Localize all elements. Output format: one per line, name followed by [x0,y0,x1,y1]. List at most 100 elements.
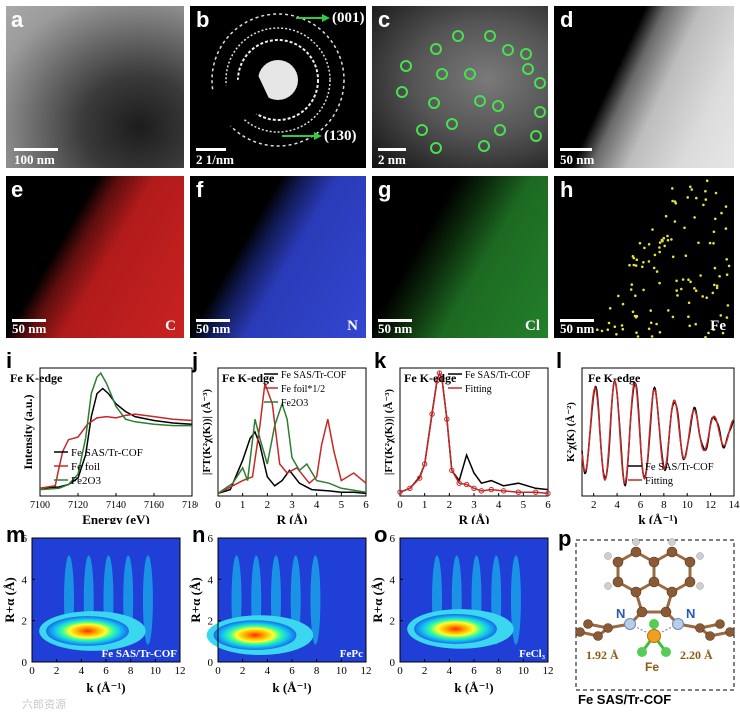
fe-dot [658,246,661,249]
panel-label: p [558,526,572,551]
fe-dot [684,254,688,257]
fe-dot [694,322,697,326]
x-tick-label: 2 [54,665,60,677]
x-tick-label: 3 [289,499,295,511]
fe-dot [689,185,692,189]
fe-dot [699,274,702,277]
x-tick-label: 10 [336,665,348,677]
fit-marker [532,489,539,495]
fe-dot [600,329,604,333]
fe-dot [712,230,716,234]
x-tick-label: 0 [397,665,403,677]
panel-h-eds-map-fe: h 50 nm Fe [554,176,734,338]
x-tick-label: 7120 [68,500,88,511]
legend-label: Fe foil*1/2 [281,384,325,395]
series-line [39,387,193,490]
fe-dot [658,250,661,254]
series-line [39,371,192,491]
fe-dot [693,287,696,290]
fit-marker [471,485,477,492]
chart-title: Fe K-edge [404,371,457,385]
fe-dot [647,260,651,263]
fit-marker [417,475,423,481]
wavelet-chart: 0 2 4 6 8 10 12 0 2 4 6 k (Å⁻¹) R+α (Å) FeCl₃ [370,533,554,695]
fe-dot [705,296,708,299]
fe-dot [647,243,651,246]
fe-dot [634,264,638,267]
fe-dot [638,241,642,245]
scale-bar [14,148,58,151]
fe-dot [671,199,674,203]
wavelet-chart: 0 2 4 6 8 10 12 0 2 4 6 k (Å⁻¹) R+α (Å) Fe SAS/Tr-COF [2,533,186,695]
fe-dot [615,333,618,336]
fe-dot [671,315,675,319]
fe-dot [671,255,675,259]
fe-dot [631,255,635,258]
element-label-cl: Cl [525,318,540,334]
fe-dot [617,294,620,298]
fe-dot [712,328,715,331]
x-tick-label: 7160 [144,500,164,511]
panel-label: m [6,524,26,547]
panel-label: f [196,177,204,202]
panel-label: c [378,7,391,32]
x-tick-label: 4 [265,665,271,677]
fit-marker [515,489,522,495]
x-tick-label: 6 [103,665,109,677]
fe-sas-structure-model [575,538,735,691]
series-line [217,383,367,495]
legend-label: Fe SAS/Tr-COF [71,447,143,459]
fe-dot [727,264,731,268]
x-tick-label: 0 [397,499,403,511]
x-tick-label: 1 [240,499,246,511]
fe-dot [718,275,721,278]
x-tick-label: 0 [29,665,35,677]
fe-dot [655,322,658,326]
x-tick-label: 1 [422,499,428,511]
fe-dot [647,327,651,331]
fit-marker [439,375,445,381]
panel-label: b [196,7,210,32]
y-axis-label: |FT(K²χ(K))| (Å⁻³) [383,389,395,476]
fe-dot [651,228,654,231]
x-tick-label: 4 [496,499,502,511]
y-tick-label: 6 [208,533,214,545]
fe-dot [721,331,725,335]
panel-p-structure: p N N F [558,524,740,710]
panel-label: h [560,177,574,202]
scale-bar [378,148,406,151]
fit-marker [407,485,413,492]
panel-k-exafs-fit: k 0 1 2 3 4 5 6 R (Å) |FT(K²χ(K))| (Å⁻³) Fe K-edg… [370,348,554,525]
atom-label-fe: Fe [645,660,660,674]
exafs-fit-chart: 0 1 2 3 4 5 6 R (Å) |FT(K²χ(K))| (Å⁻³) Fe K-edge F… [383,367,551,524]
fe-dot [635,314,639,318]
y-tick-label: 0 [22,657,28,669]
panel-a-tem-image: a 100 nm [6,6,184,168]
wavelet-peak [213,620,297,651]
fe-dot [713,283,716,287]
x-tick-label: 6 [545,499,551,511]
scale-bar [560,148,592,151]
fe-dot [658,281,661,285]
panel-j-ft-exafs: j 0 1 2 3 4 5 6 R (Å) |FT(K²χ(K))| (Å⁻³) Fe K-edg… [188,348,372,525]
fe-dot [708,241,712,245]
legend-label: Fitting [465,384,492,395]
fe-dot [607,321,611,325]
fe-dot [631,310,635,314]
panel-c-haadf-stem: c 2 nm [372,6,548,168]
plot-frame [39,367,193,497]
fe-dot [643,246,646,250]
fe-dot [606,328,610,331]
fe-dot [687,278,690,281]
panel-g-eds-map-cl: g 50 nm Cl [372,176,548,338]
scale-bar-label: 50 nm [560,321,595,336]
fe-dot [674,202,678,205]
legend-label: Fitting [645,476,674,487]
fe-dot [704,198,708,201]
scale-bar-label: 100 nm [14,152,55,167]
fe-dot [720,211,723,215]
single-atom-markers [396,30,546,154]
fe-dot [726,304,730,307]
fe-dot [694,289,698,292]
x-tick-label: 2 [240,665,246,677]
